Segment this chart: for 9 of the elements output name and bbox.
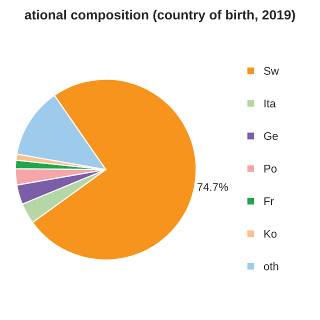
legend-label: oth — [264, 262, 278, 270]
chart-title: ational composition (country of birth, 2019) — [24, 10, 295, 22]
legend-label: Ko — [264, 230, 277, 238]
legend-label: Ge — [264, 132, 278, 140]
legend-label: Po — [264, 164, 277, 173]
data-label: 74.7% — [197, 183, 228, 191]
legend-label: Sw — [264, 66, 279, 75]
legend-label: Ita — [264, 100, 276, 108]
legend-label: Fr — [264, 197, 274, 206]
